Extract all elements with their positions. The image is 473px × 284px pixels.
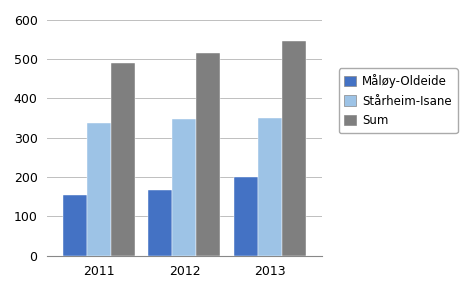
Bar: [149, 190, 173, 256]
Bar: [234, 177, 258, 256]
Bar: [111, 63, 135, 256]
Bar: [258, 118, 282, 256]
Bar: [282, 41, 306, 256]
Bar: [196, 53, 220, 256]
Bar: [63, 195, 87, 256]
Bar: [87, 123, 111, 256]
Bar: [173, 119, 196, 256]
Legend: Måløy-Oldeide, Stårheim-Isane, Sum: Måløy-Oldeide, Stårheim-Isane, Sum: [339, 68, 458, 133]
